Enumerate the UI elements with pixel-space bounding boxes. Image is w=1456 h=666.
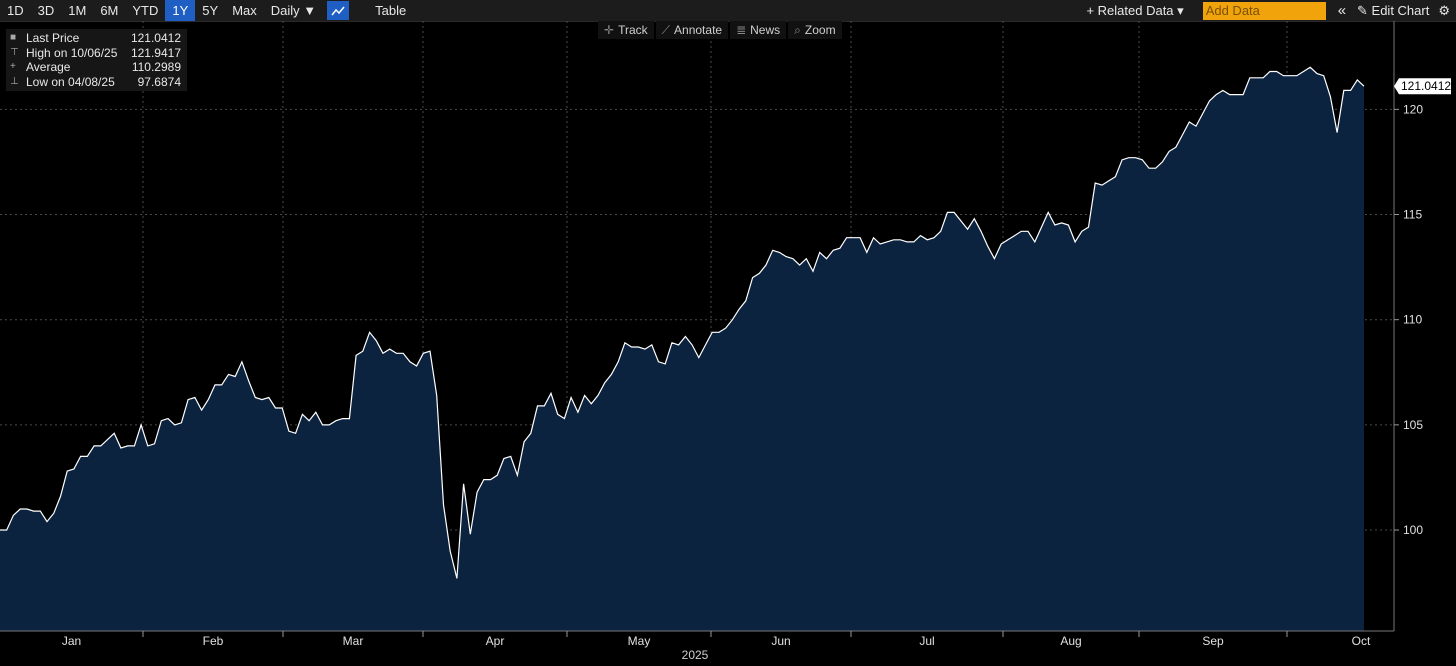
legend-row: ⊥ Low on 04/08/25 97.6874 (6, 75, 187, 90)
last-price-label: 121.0412 (1394, 78, 1451, 95)
right-tools: + Related Data ▾ « ✎ Edit Chart ⚙ (1079, 0, 1456, 21)
x-axis-ticks: Jan Feb Mar Apr May Jun Jul Aug Sep Oct (62, 631, 1371, 648)
legend-value: 121.9417 (130, 45, 181, 60)
y-tick-label: 105 (1403, 418, 1423, 432)
legend-row: + Average 110.2989 (6, 60, 187, 75)
x-tick-label: Feb (203, 634, 224, 648)
related-data-button[interactable]: + Related Data ▾ (1086, 3, 1184, 18)
range-button-3d[interactable]: 3D (37, 3, 55, 18)
add-data-input[interactable] (1202, 1, 1326, 20)
legend-value: 110.2989 (131, 60, 181, 74)
zoom-tool-button[interactable]: ⌕ Zoom (788, 21, 842, 39)
legend-marker-icon: ⊤ (10, 46, 19, 58)
frequency-dropdown[interactable]: Daily ▼ (270, 3, 317, 18)
collapse-icon[interactable]: « (1337, 2, 1347, 19)
top-toolbar: 1D 3D 1M 6M YTD 1Y 5Y Max Daily ▼ Table + Relat… (0, 0, 1456, 22)
range-button-5y[interactable]: 5Y (202, 3, 219, 18)
x-axis-year-label: 2025 (682, 648, 709, 662)
range-button-max[interactable]: Max (232, 3, 257, 18)
range-button-1y[interactable]: 1Y (165, 0, 196, 21)
legend-name: High on 10/06/25 (26, 45, 118, 60)
x-tick-label: Jun (771, 634, 790, 648)
x-tick-label: Mar (343, 634, 364, 648)
y-axis-ticks: 100 105 110 115 120 (1394, 102, 1423, 537)
legend-row: ⊤ High on 10/06/25 121.9417 (6, 46, 187, 61)
x-tick-label: Jul (919, 634, 934, 648)
legend-marker-icon: ⊥ (10, 75, 19, 87)
annotate-tool-button[interactable]: ⟋ Annotate (655, 21, 729, 39)
price-chart[interactable]: 100 105 110 115 120 Jan Feb Mar Apr May Jun Jul Aug… (0, 21, 1456, 666)
legend-value: 121.0412 (130, 31, 181, 45)
x-tick-label: Oct (1352, 634, 1371, 648)
legend-row: ■ Last Price 121.0412 (6, 31, 187, 46)
tool-label: News (750, 23, 781, 37)
legend-marker-icon: + (10, 61, 16, 72)
legend-panel: ■ Last Price 121.0412 ⊤ High on 10/06/25 121.… (6, 29, 187, 91)
x-tick-label: Sep (1202, 634, 1224, 648)
tool-label: Zoom (804, 23, 836, 37)
y-tick-label: 115 (1403, 208, 1422, 222)
tool-label: Track (618, 23, 648, 37)
range-button-1m[interactable]: 1M (68, 3, 87, 18)
table-button[interactable]: Table (375, 3, 407, 18)
y-tick-label: 110 (1403, 313, 1422, 327)
y-tick-label: 100 (1403, 523, 1423, 537)
range-button-1d[interactable]: 1D (7, 3, 24, 18)
y-tick-label: 120 (1403, 102, 1423, 116)
track-tool-button[interactable]: ✛ Track (598, 21, 654, 39)
legend-value: 97.6874 (137, 74, 181, 89)
legend-name: Average (26, 60, 71, 74)
settings-icon[interactable]: ⚙ (1438, 3, 1450, 18)
tool-label: Annotate (674, 23, 723, 37)
zoom-icon: ⌕ (794, 23, 801, 37)
x-tick-label: Aug (1060, 634, 1081, 648)
line-chart-icon[interactable] (327, 1, 350, 20)
annotate-icon: ⟋ (661, 23, 671, 37)
news-tool-button[interactable]: ≣ News (730, 21, 787, 39)
news-icon: ≣ (736, 23, 747, 37)
legend-name: Last Price (26, 31, 80, 45)
x-tick-label: May (628, 634, 651, 648)
range-selector: 1D 3D 1M 6M YTD 1Y 5Y Max (0, 0, 264, 21)
price-line (0, 66, 1365, 579)
edit-chart-button[interactable]: ✎ Edit Chart (1357, 3, 1430, 18)
x-tick-label: Apr (486, 634, 505, 648)
last-price-tag (1394, 78, 1451, 95)
legend-name: Low on 04/08/25 (26, 74, 115, 89)
chart-tools: ✛ Track ⟋ Annotate ≣ News ⌕ Zoom (598, 21, 844, 39)
track-icon: ✛ (604, 23, 615, 37)
x-tick-label: Jan (62, 634, 81, 648)
price-area (0, 67, 1364, 632)
range-button-ytd[interactable]: YTD (132, 3, 159, 18)
range-button-6m[interactable]: 6M (100, 3, 119, 18)
last-price-value: 121.0412 (1401, 79, 1451, 93)
legend-marker-icon: ■ (10, 32, 17, 43)
